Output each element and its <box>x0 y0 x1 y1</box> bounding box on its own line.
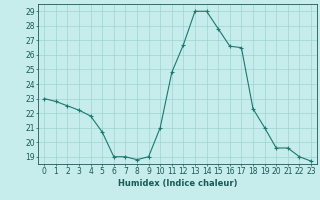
X-axis label: Humidex (Indice chaleur): Humidex (Indice chaleur) <box>118 179 237 188</box>
